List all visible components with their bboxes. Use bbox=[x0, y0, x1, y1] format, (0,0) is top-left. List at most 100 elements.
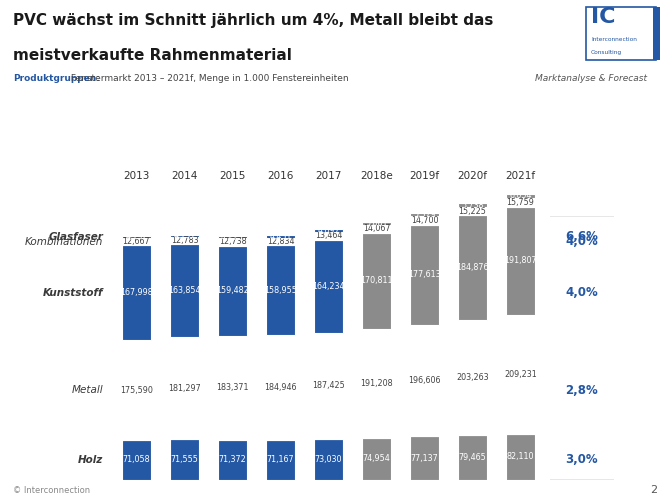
Bar bbox=[217, 246, 247, 336]
Text: 163,854: 163,854 bbox=[168, 286, 201, 295]
Text: 2016: 2016 bbox=[267, 171, 293, 181]
Text: 2014: 2014 bbox=[171, 171, 197, 181]
Bar bbox=[506, 198, 536, 206]
Text: 2021f: 2021f bbox=[506, 171, 536, 181]
Text: 2019f: 2019f bbox=[410, 171, 440, 181]
Bar bbox=[362, 438, 392, 480]
Text: 184,876: 184,876 bbox=[456, 263, 489, 272]
Bar bbox=[458, 204, 488, 206]
Text: 209,231: 209,231 bbox=[504, 370, 537, 379]
Bar bbox=[313, 438, 344, 480]
Bar bbox=[458, 216, 488, 320]
Text: 12,834: 12,834 bbox=[267, 237, 294, 246]
Bar bbox=[410, 213, 440, 216]
Text: 6,6%: 6,6% bbox=[566, 230, 598, 243]
Bar bbox=[169, 440, 199, 480]
Text: PVC wächst im Schnitt jährlich um 4%, Metall bleibt das: PVC wächst im Schnitt jährlich um 4%, Me… bbox=[13, 12, 494, 28]
Text: 6,054: 6,054 bbox=[510, 192, 532, 200]
Bar bbox=[362, 330, 392, 438]
Text: 4,697: 4,697 bbox=[317, 226, 340, 235]
Bar bbox=[410, 436, 440, 480]
Text: 191,208: 191,208 bbox=[360, 379, 393, 388]
Bar bbox=[169, 234, 199, 237]
Bar bbox=[265, 440, 295, 480]
Bar bbox=[121, 236, 151, 238]
Text: 177,613: 177,613 bbox=[408, 270, 441, 280]
Text: Marktanalyse & Forecast: Marktanalyse & Forecast bbox=[535, 74, 647, 83]
Bar bbox=[313, 230, 344, 232]
Bar bbox=[169, 337, 199, 440]
Bar bbox=[265, 245, 295, 335]
FancyBboxPatch shape bbox=[586, 6, 656, 60]
Text: 167,998: 167,998 bbox=[120, 288, 153, 298]
Bar bbox=[121, 246, 151, 340]
Text: 159,482: 159,482 bbox=[216, 286, 249, 295]
Bar bbox=[313, 232, 344, 239]
Text: 15,759: 15,759 bbox=[507, 198, 534, 206]
Text: 79,465: 79,465 bbox=[459, 453, 486, 462]
Text: 175,590: 175,590 bbox=[120, 386, 153, 394]
Bar bbox=[506, 434, 536, 480]
Text: Consulting: Consulting bbox=[591, 50, 622, 55]
Bar bbox=[410, 325, 440, 436]
Text: 2015: 2015 bbox=[219, 171, 245, 181]
Text: 196,606: 196,606 bbox=[408, 376, 441, 385]
Bar bbox=[217, 238, 247, 246]
Bar bbox=[506, 206, 536, 315]
Bar bbox=[265, 238, 295, 245]
Text: 2,8%: 2,8% bbox=[566, 384, 598, 396]
Text: © Interconnection: © Interconnection bbox=[13, 486, 91, 495]
Bar bbox=[458, 435, 488, 480]
Bar bbox=[265, 335, 295, 440]
Text: 184,946: 184,946 bbox=[264, 383, 297, 392]
Text: Metall: Metall bbox=[72, 385, 103, 395]
Text: 2018e: 2018e bbox=[360, 171, 393, 181]
Text: 4,431: 4,431 bbox=[269, 232, 291, 241]
Text: 4,275: 4,275 bbox=[221, 232, 244, 241]
Text: IC: IC bbox=[591, 8, 616, 28]
Text: 71,372: 71,372 bbox=[219, 456, 246, 464]
Text: 15,225: 15,225 bbox=[459, 206, 486, 216]
Bar bbox=[362, 224, 392, 232]
Bar bbox=[265, 236, 295, 238]
Text: 164,234: 164,234 bbox=[312, 282, 345, 290]
Text: Glasfaser: Glasfaser bbox=[49, 232, 103, 242]
Bar bbox=[362, 232, 392, 330]
Text: 191,807: 191,807 bbox=[504, 256, 537, 266]
Text: 13,464: 13,464 bbox=[315, 232, 342, 240]
Text: 4,0%: 4,0% bbox=[566, 286, 598, 300]
Bar bbox=[121, 440, 151, 480]
FancyBboxPatch shape bbox=[488, 216, 667, 480]
Bar bbox=[121, 238, 151, 246]
Text: 71,167: 71,167 bbox=[267, 456, 294, 464]
Text: 4,197: 4,197 bbox=[173, 231, 196, 240]
Bar bbox=[217, 440, 247, 480]
Text: 183,371: 183,371 bbox=[216, 383, 249, 392]
Text: Interconnection: Interconnection bbox=[591, 36, 637, 42]
Text: 12,783: 12,783 bbox=[171, 236, 198, 245]
Text: 12,667: 12,667 bbox=[123, 237, 150, 246]
Text: Kombinationen: Kombinationen bbox=[25, 236, 103, 246]
Text: 187,425: 187,425 bbox=[312, 381, 345, 390]
Text: 14,700: 14,700 bbox=[411, 216, 438, 225]
Text: 14,067: 14,067 bbox=[363, 224, 390, 233]
Bar bbox=[313, 240, 344, 332]
Text: 77,137: 77,137 bbox=[411, 454, 438, 462]
Text: 71,058: 71,058 bbox=[123, 456, 150, 464]
Text: 170,811: 170,811 bbox=[360, 276, 393, 285]
Bar bbox=[313, 332, 344, 438]
Bar bbox=[458, 206, 488, 216]
Text: 82,110: 82,110 bbox=[507, 452, 534, 462]
Bar bbox=[169, 237, 199, 244]
Text: 4,132: 4,132 bbox=[125, 232, 147, 241]
Bar bbox=[362, 222, 392, 224]
Text: meistverkaufte Rahmenmaterial: meistverkaufte Rahmenmaterial bbox=[13, 48, 292, 62]
Text: CAGR
17-21f: CAGR 17-21f bbox=[564, 181, 600, 203]
Text: 71,555: 71,555 bbox=[171, 455, 198, 464]
Bar bbox=[121, 340, 151, 440]
Text: 74,954: 74,954 bbox=[363, 454, 390, 464]
Bar bbox=[653, 6, 660, 60]
Text: 2017: 2017 bbox=[315, 171, 342, 181]
Text: Holz: Holz bbox=[78, 455, 103, 465]
Text: 5,081: 5,081 bbox=[366, 219, 388, 228]
